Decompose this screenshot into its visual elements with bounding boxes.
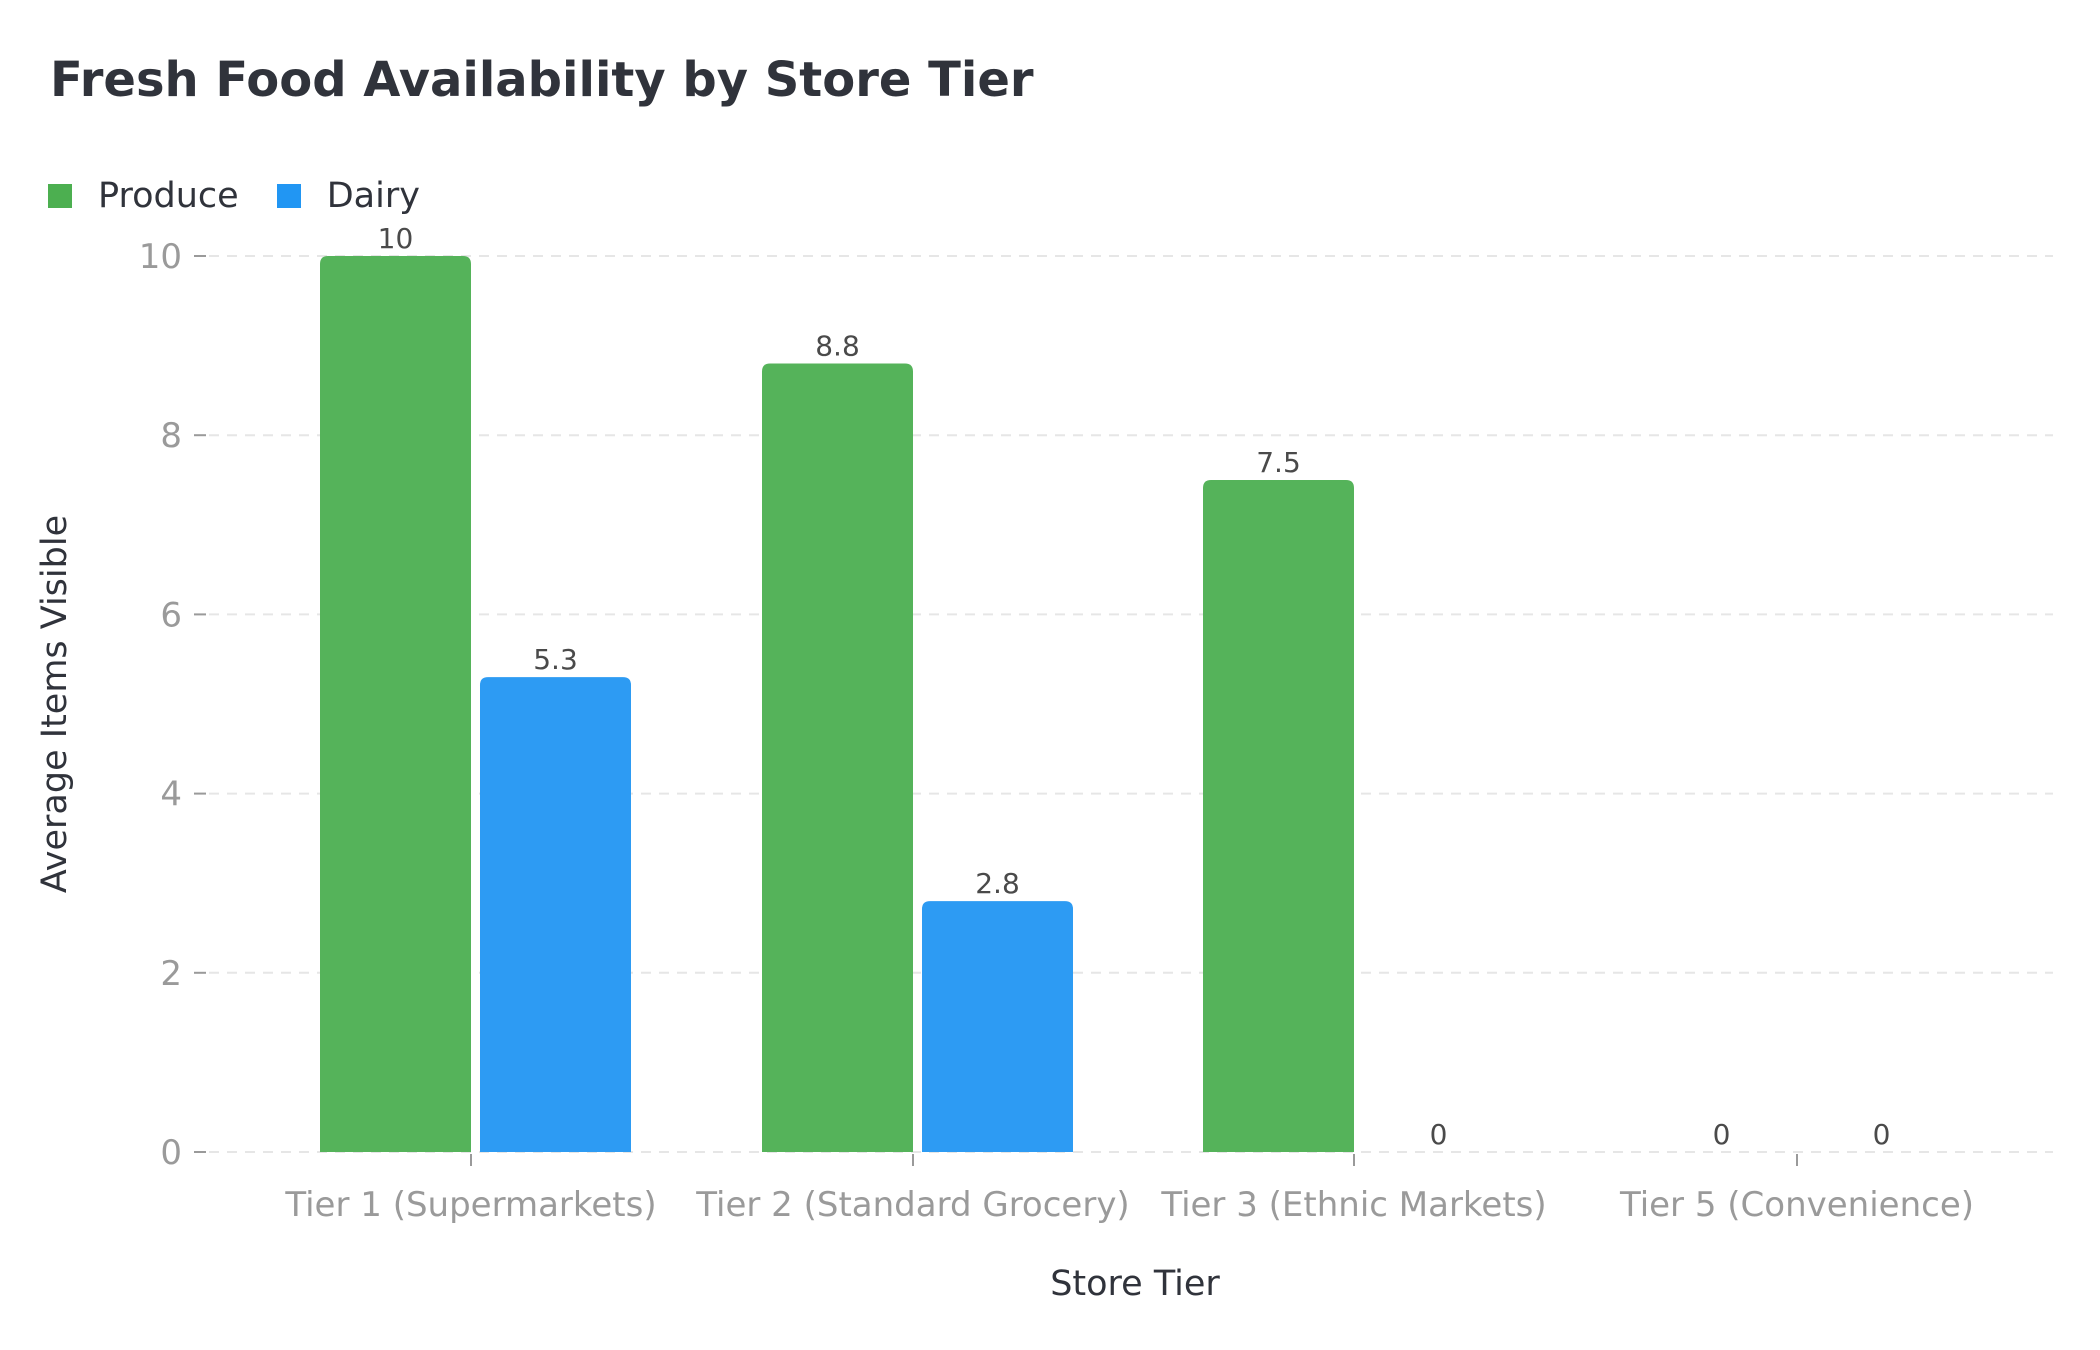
- bar-value-label: 8.8: [815, 330, 860, 363]
- legend-item-dairy[interactable]: Dairy: [276, 176, 420, 216]
- bar-produce[interactable]: [762, 363, 913, 1152]
- bar-produce[interactable]: [320, 256, 471, 1152]
- y-tick-label: 0: [160, 1133, 182, 1173]
- legend-label-produce: Produce: [98, 176, 239, 216]
- legend-swatch-produce: [48, 184, 72, 208]
- bar-value-label: 0: [1430, 1118, 1448, 1151]
- bar-dairy[interactable]: [922, 901, 1073, 1152]
- bar-value-label: 10: [378, 222, 414, 255]
- y-axis-label: Average Items Visible: [35, 514, 75, 894]
- x-tick-label: Tier 1 (Supermarkets): [284, 1185, 656, 1225]
- legend-swatch-dairy: [276, 184, 301, 208]
- bar-produce[interactable]: [1203, 480, 1354, 1152]
- bar-dairy[interactable]: [480, 677, 631, 1152]
- bar-value-label: 7.5: [1256, 446, 1301, 479]
- y-tick-label: 6: [160, 595, 182, 635]
- legend-item-produce[interactable]: Produce: [48, 176, 239, 216]
- legend-label-dairy: Dairy: [326, 176, 420, 216]
- bar-value-label: 5.3: [533, 643, 578, 676]
- y-tick-label: 2: [160, 954, 182, 994]
- chart-title: Fresh Food Availability by Store Tier: [50, 52, 1034, 108]
- y-tick-label: 8: [160, 416, 182, 456]
- x-tick-label: Tier 2 (Standard Grocery): [695, 1185, 1129, 1225]
- bar-value-label: 0: [1873, 1118, 1891, 1151]
- x-tick-label: Tier 3 (Ethnic Markets): [1160, 1185, 1546, 1225]
- x-tick-label: Tier 5 (Convenience): [1619, 1185, 1974, 1225]
- legend: Produce Dairy: [48, 176, 458, 216]
- y-tick-label: 10: [139, 237, 182, 277]
- bar-value-label: 0: [1713, 1118, 1731, 1151]
- y-tick-label: 4: [160, 775, 182, 815]
- bar-value-label: 2.8: [975, 867, 1020, 900]
- x-axis-label: Store Tier: [1050, 1264, 1220, 1304]
